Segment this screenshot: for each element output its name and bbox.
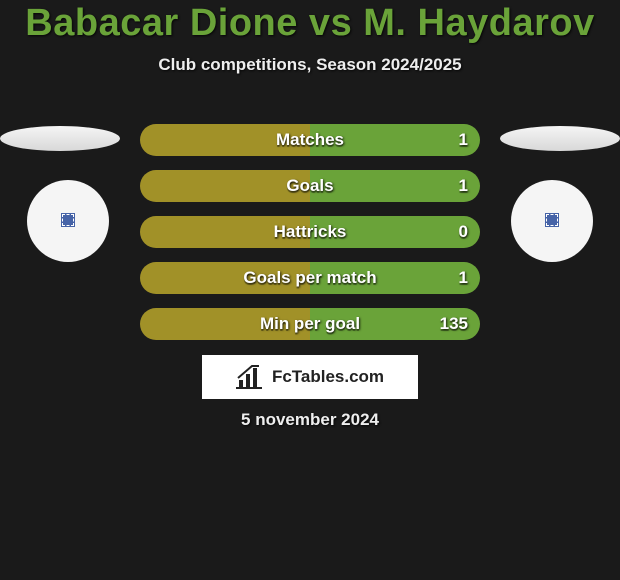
footer-date: 5 november 2024: [0, 410, 620, 430]
stat-bar: 1Matches: [140, 124, 480, 156]
stat-label: Goals per match: [140, 262, 480, 294]
player-left-avatar: [27, 180, 109, 262]
stat-bar: 135Min per goal: [140, 308, 480, 340]
stat-bar: 0Hattricks: [140, 216, 480, 248]
shirt-icon: [545, 213, 559, 227]
site-logo[interactable]: FcTables.com: [202, 355, 418, 399]
comparison-card: Babacar Dione vs M. Haydarov Club compet…: [0, 2, 620, 580]
stat-bars: 1Matches 1Goals 0Hattricks 1Goals per match…: [140, 124, 480, 354]
player-right-avatar: [511, 180, 593, 262]
player-right-oval: [500, 126, 620, 151]
page-title: Babacar Dione vs M. Haydarov: [0, 2, 620, 45]
stat-bar: 1Goals per match: [140, 262, 480, 294]
stat-label: Hattricks: [140, 216, 480, 248]
shirt-icon: [61, 213, 75, 227]
chart-icon: [236, 364, 268, 390]
logo-text: FcTables.com: [272, 367, 384, 387]
stat-bar: 1Goals: [140, 170, 480, 202]
stat-label: Min per goal: [140, 308, 480, 340]
player-left-oval: [0, 126, 120, 151]
stat-label: Goals: [140, 170, 480, 202]
subtitle: Club competitions, Season 2024/2025: [0, 55, 620, 75]
stat-label: Matches: [140, 124, 480, 156]
